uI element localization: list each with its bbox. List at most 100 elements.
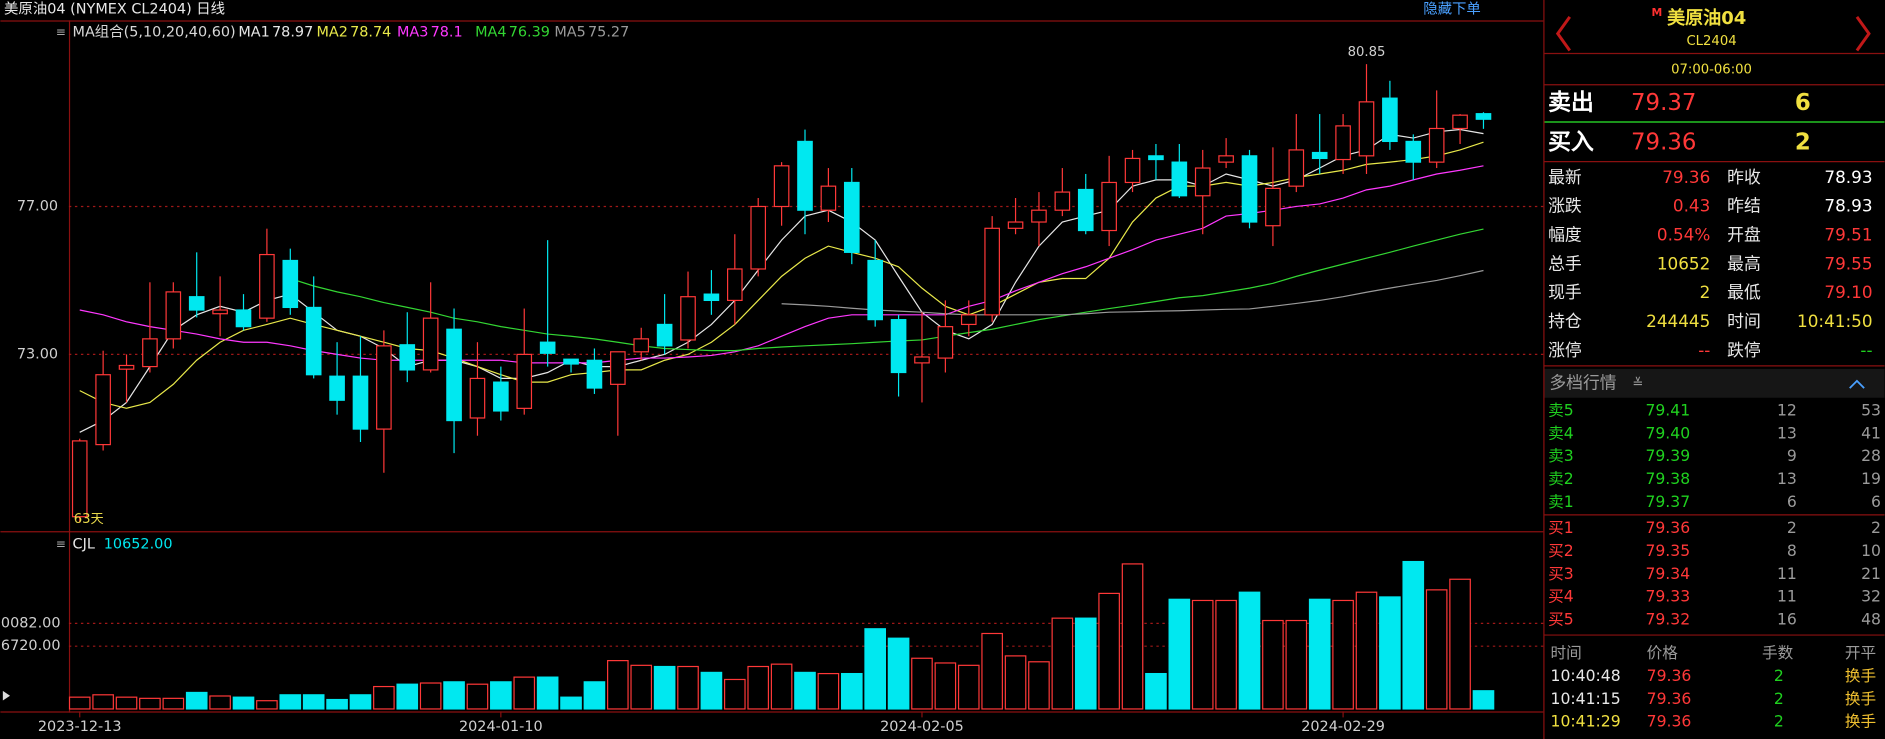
depth-price: 79.33 [1645, 588, 1690, 606]
depth-qty: 11 [1777, 588, 1797, 606]
buy-label: 买入 [1548, 129, 1594, 155]
candle-body [984, 227, 1000, 316]
depth-price: 79.36 [1645, 519, 1690, 537]
candle-body [376, 345, 392, 430]
trade-type: 换手 [1845, 713, 1876, 731]
volume-title: CJL [73, 536, 95, 552]
volume-bar [256, 700, 278, 710]
candle-body [1218, 155, 1234, 163]
depth-qty: 9 [1787, 447, 1797, 465]
volume-bar [443, 681, 465, 710]
depth-price: 79.40 [1645, 424, 1690, 442]
legend-value: 76.39 [509, 24, 550, 40]
candle-body [422, 317, 439, 371]
candle-body [539, 341, 556, 354]
volume-bar [279, 694, 302, 710]
stat-value: 79.51 [1824, 225, 1872, 245]
depth-level: 卖2 [1548, 470, 1574, 488]
depth-total: 48 [1861, 611, 1881, 629]
candle-body [797, 140, 813, 211]
depth-title: 多档行情 [1549, 372, 1616, 392]
volume-bar [115, 696, 138, 710]
volume-bar [1191, 599, 1214, 710]
y-tick-label: 77.00 [17, 198, 58, 214]
depth-price: 79.35 [1645, 542, 1690, 560]
candle-body [516, 353, 533, 409]
trade-header: 开平 [1845, 644, 1876, 662]
stat-label: 时间 [1727, 311, 1761, 331]
stat-label: 最新 [1548, 167, 1582, 187]
collapse-icon[interactable] [1849, 379, 1865, 389]
volume-bar [1379, 596, 1401, 710]
trade-qty: 2 [1774, 713, 1784, 731]
depth-level: 卖4 [1548, 424, 1574, 442]
trade-header: 时间 [1551, 644, 1582, 662]
volume-bar [68, 696, 91, 710]
ma-line [781, 269, 1484, 316]
depth-price: 79.34 [1645, 565, 1690, 583]
trade-type: 换手 [1845, 667, 1876, 685]
depth-total: 53 [1861, 401, 1881, 419]
depth-level: 卖5 [1548, 401, 1574, 419]
next-arrow[interactable] [1855, 15, 1871, 52]
volume-bar [139, 697, 161, 710]
candle-body [750, 205, 767, 270]
candle-body [1358, 101, 1375, 157]
volume-bar [1449, 578, 1471, 710]
high-label: 80.85 [1348, 45, 1386, 60]
volume-bar [864, 628, 886, 710]
x-tick-label: 2023-12-13 [38, 719, 122, 735]
expand-icon[interactable]: ≚ [1632, 376, 1643, 391]
scroll-arrow[interactable] [2, 690, 11, 701]
hide-order-link[interactable]: 隐藏下单 [1423, 1, 1481, 18]
stat-label: 持仓 [1548, 311, 1582, 331]
instrument-name: 美原油04 [1667, 7, 1746, 29]
stat-label: 总手 [1548, 253, 1582, 273]
depth-level: 买2 [1548, 542, 1574, 560]
volume-bar [583, 681, 606, 710]
volume-bar [92, 694, 114, 710]
menu-icon[interactable]: ≡ [56, 25, 66, 39]
candle-body [1101, 181, 1117, 232]
volume-bar [630, 664, 653, 710]
candle-body [1077, 188, 1094, 232]
volume-bar [1472, 690, 1495, 710]
candle-body [352, 375, 369, 430]
candle-body [1452, 114, 1468, 130]
instrument-code: CL2404 [1686, 34, 1736, 49]
candle-body [563, 358, 579, 365]
candle-body [1124, 157, 1141, 184]
depth-total: 21 [1861, 565, 1881, 583]
legend-value: 78.1 [431, 24, 463, 40]
volume-bar [887, 637, 910, 710]
market-flag: M [1651, 6, 1662, 19]
depth-qty: 2 [1787, 519, 1797, 537]
depth-total: 6 [1871, 493, 1881, 511]
candle-body [469, 377, 486, 419]
stat-value: 10652 [1657, 253, 1710, 273]
depth-header-bg [1544, 368, 1885, 398]
stat-value: 10:41:50 [1797, 311, 1873, 331]
x-tick-label: 2024-01-10 [459, 719, 543, 735]
sell-qty: 6 [1795, 90, 1811, 116]
volume-bar [466, 683, 489, 710]
volume-bar [1425, 589, 1448, 710]
volume-bar [911, 657, 933, 710]
legend-name: MA2 [316, 24, 347, 40]
candle-body [960, 314, 977, 326]
volume-bar [723, 678, 746, 710]
candle-body [1428, 127, 1445, 163]
volume-bar [1051, 617, 1074, 710]
depth-price: 79.39 [1645, 447, 1690, 465]
stat-value: 2 [1700, 282, 1711, 302]
volume-bar [1285, 619, 1308, 710]
volume-bar [840, 672, 863, 710]
menu-icon[interactable]: ≡ [56, 537, 66, 551]
volume-bar [1168, 598, 1191, 710]
candle-body [703, 293, 720, 302]
prev-arrow[interactable] [1555, 15, 1571, 52]
candle-body [1054, 191, 1071, 211]
candle-body [586, 359, 603, 389]
candle-body [71, 440, 88, 518]
